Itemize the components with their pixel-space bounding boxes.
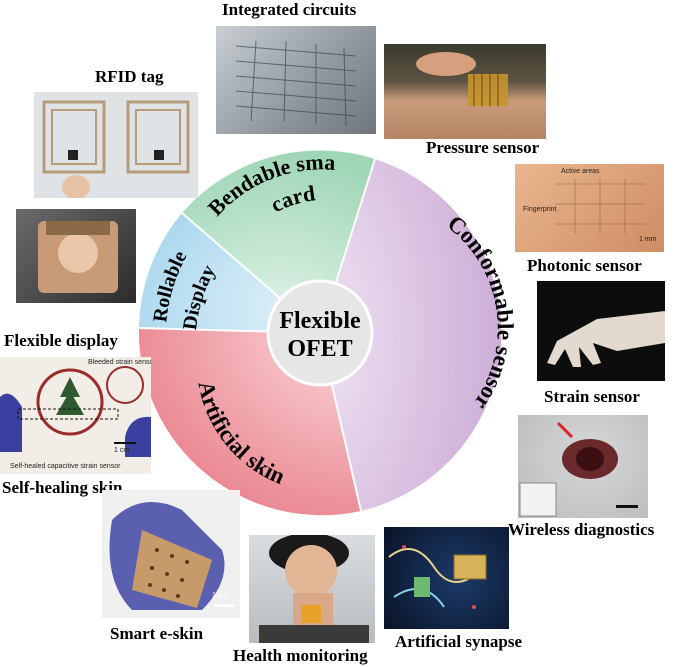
caption-wireless-diagnostics: Wireless diagnostics	[508, 520, 655, 539]
sensor-array-icon	[416, 52, 508, 106]
center-title-line1: Flexible	[279, 308, 361, 334]
gloved-hand-icon	[547, 311, 665, 367]
caption-pressure-sensor: Pressure sensor	[426, 138, 540, 157]
circuit-pattern-icon	[235, 40, 357, 127]
selfheal-scale-label: 1 cm	[114, 447, 130, 454]
caption-artificial-synapse: Artificial synapse	[395, 632, 523, 651]
segment-rollable-display	[139, 213, 320, 333]
selfheal-bottom-label: Self-healed capacitive strain sensor	[10, 463, 121, 470]
artificial-synapse-photo	[384, 527, 509, 629]
gloved-hand-eskin-icon	[109, 502, 234, 610]
rolled-screen-icon	[38, 221, 118, 293]
integrated-circuits-photo	[216, 26, 376, 134]
rfid-tag-photo	[34, 92, 198, 198]
self-healing-seal-icon	[0, 366, 151, 457]
health-monitoring-photo	[249, 535, 375, 643]
caption-smart-eskin: Smart e-skin	[110, 624, 204, 643]
strain-sensor-photo	[537, 281, 665, 381]
photonic-active-areas-label: Active areas	[561, 168, 600, 175]
eye-icon	[519, 421, 638, 517]
eskin-scale-label: 1 cm	[212, 592, 228, 599]
caption-flexible-display: Flexible display	[4, 331, 118, 350]
self-healing-skin-photo: Bleeded strain sensor 1 cm Self-healed c…	[0, 357, 151, 474]
synapse-device-icon	[388, 545, 487, 609]
photonic-scale-label: 1 mm	[639, 236, 657, 243]
photonic-grid-icon	[555, 179, 645, 234]
caption-self-healing-skin: Self-healing skin	[2, 478, 123, 497]
photonic-fingerprint-label: Fingerprint	[523, 206, 557, 213]
segment-conformable-sensor	[320, 159, 502, 511]
flexible-display-photo	[16, 209, 136, 303]
photonic-sensor-photo: Active areas Fingerprint 1 mm	[515, 164, 664, 252]
caption-photonic-sensor: Photonic sensor	[527, 256, 642, 275]
neck-sensor-icon	[259, 535, 369, 643]
caption-integrated-circuits: Integrated circuits	[222, 0, 357, 19]
caption-strain-sensor: Strain sensor	[544, 387, 640, 406]
pressure-sensor-photo	[384, 44, 546, 139]
caption-rfid-tag: RFID tag	[95, 67, 164, 86]
center-hub	[266, 279, 374, 387]
center-title-line2: OFET	[287, 336, 352, 362]
smart-eskin-photo: 1 cm	[102, 490, 240, 618]
wireless-diagnostics-photo	[518, 415, 648, 518]
selfheal-top-label: Bleeded strain sensor	[88, 359, 151, 366]
caption-health-monitoring: Health monitoring	[233, 646, 368, 665]
rfid-antenna-icon	[42, 100, 190, 198]
